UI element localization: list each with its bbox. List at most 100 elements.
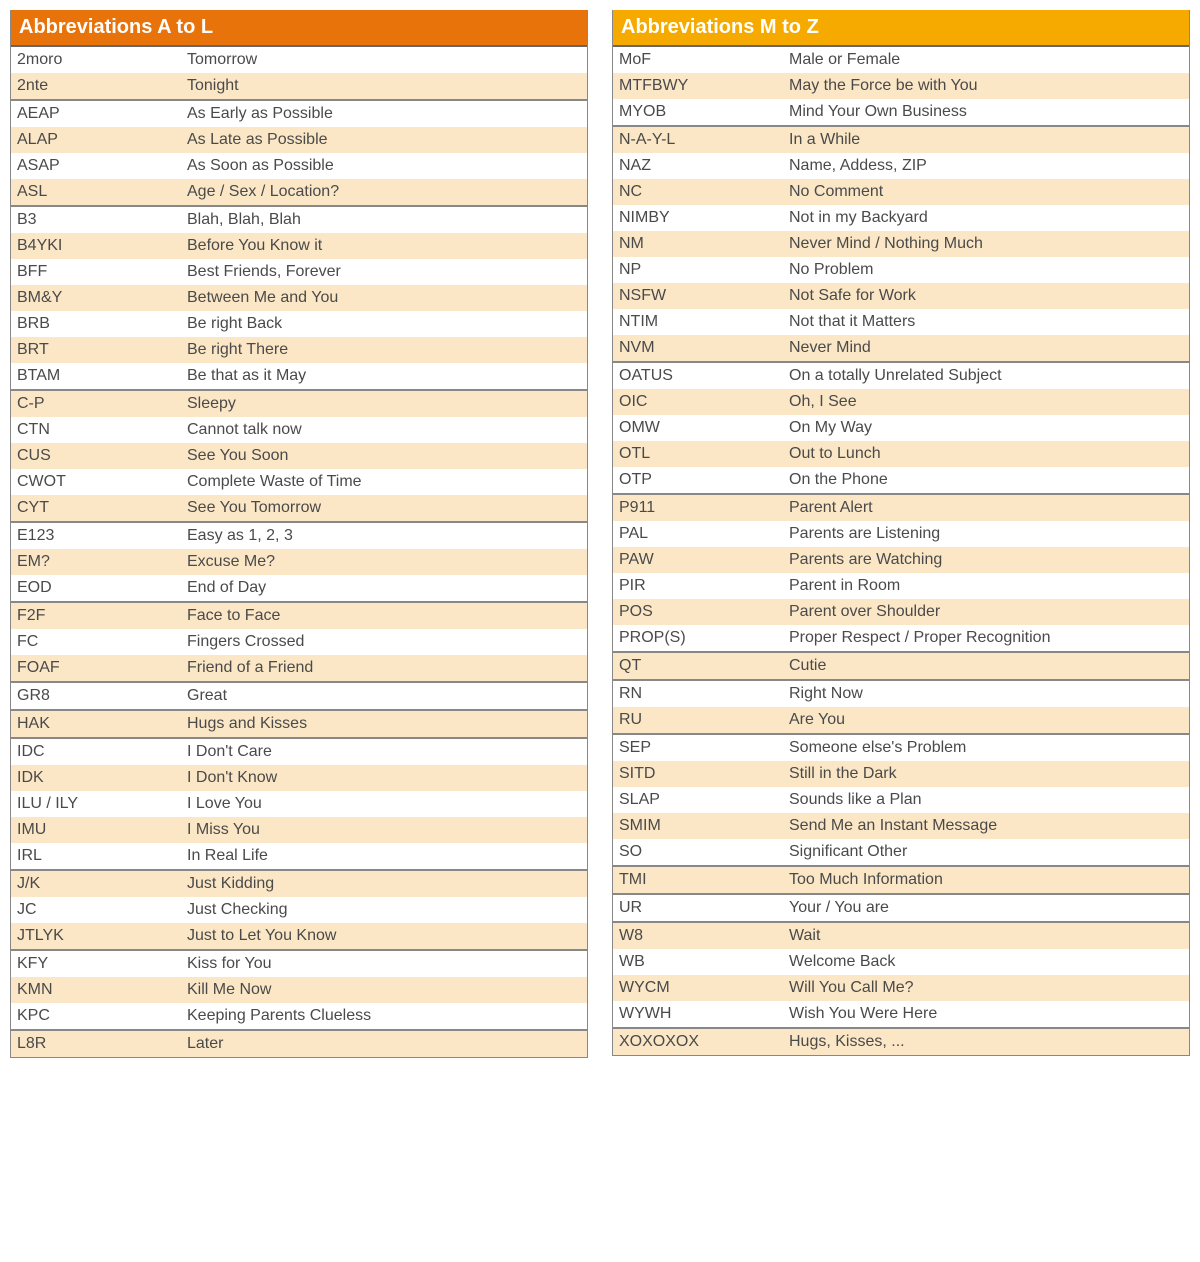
abbreviation: FOAF — [17, 659, 187, 677]
table-row: BTAMBe that as it May — [11, 363, 587, 389]
abbreviation: MoF — [619, 51, 789, 69]
abbreviation: RU — [619, 711, 789, 729]
abbreviation: L8R — [17, 1035, 187, 1053]
abbreviation: NP — [619, 261, 789, 279]
table-row: TMIToo Much Information — [613, 867, 1189, 893]
letter-group: F2FFace to FaceFCFingers CrossedFOAFFrie… — [11, 603, 587, 683]
abbreviation: NIMBY — [619, 209, 789, 227]
meaning: I Don't Care — [187, 743, 581, 761]
table-row: SLAPSounds like a Plan — [613, 787, 1189, 813]
table-row: SEPSomeone else's Problem — [613, 735, 1189, 761]
meaning: Complete Waste of Time — [187, 473, 581, 491]
letter-group: RNRight NowRUAre You — [613, 681, 1189, 735]
abbreviation: IRL — [17, 847, 187, 865]
table-row: NCNo Comment — [613, 179, 1189, 205]
table-row: 2nteTonight — [11, 73, 587, 99]
table-row: N-A-Y-LIn a While — [613, 127, 1189, 153]
table-row: PALParents are Listening — [613, 521, 1189, 547]
meaning: Send Me an Instant Message — [789, 817, 1183, 835]
table-row: NTIMNot that it Matters — [613, 309, 1189, 335]
meaning: Your / You are — [789, 899, 1183, 917]
abbreviation: JC — [17, 901, 187, 919]
meaning: Be right Back — [187, 315, 581, 333]
abbreviation: EOD — [17, 579, 187, 597]
meaning: Mind Your Own Business — [789, 103, 1183, 121]
meaning: Never Mind — [789, 339, 1183, 357]
abbreviation: IDC — [17, 743, 187, 761]
meaning: Before You Know it — [187, 237, 581, 255]
table-row: SITDStill in the Dark — [613, 761, 1189, 787]
letter-group: OATUSOn a totally Unrelated Subject OICOh… — [613, 363, 1189, 495]
meaning: In a While — [789, 131, 1183, 149]
abbreviation: EM? — [17, 553, 187, 571]
abbreviation: IDK — [17, 769, 187, 787]
table-row: NVMNever Mind — [613, 335, 1189, 361]
meaning: Too Much Information — [789, 871, 1183, 889]
meaning: Just Kidding — [187, 875, 581, 893]
table-row: RNRight Now — [613, 681, 1189, 707]
abbreviation: ALAP — [17, 131, 187, 149]
abbreviation: HAK — [17, 715, 187, 733]
table-row: OTLOut to Lunch — [613, 441, 1189, 467]
letter-group: W8WaitWBWelcome BackWYCMWill You Call Me… — [613, 923, 1189, 1029]
table-row: POSParent over Shoulder — [613, 599, 1189, 625]
meaning: Friend of a Friend — [187, 659, 581, 677]
abbreviation: E123 — [17, 527, 187, 545]
meaning: Cutie — [789, 657, 1183, 675]
meaning: In Real Life — [187, 847, 581, 865]
meaning: Will You Call Me? — [789, 979, 1183, 997]
table-row: CUSSee You Soon — [11, 443, 587, 469]
meaning: Parents are Listening — [789, 525, 1183, 543]
table-row: ASAPAs Soon as Possible — [11, 153, 587, 179]
table-row: QTCutie — [613, 653, 1189, 679]
abbreviation: BFF — [17, 263, 187, 281]
meaning: Still in the Dark — [789, 765, 1183, 783]
meaning: Keeping Parents Clueless — [187, 1007, 581, 1025]
abbreviation: FC — [17, 633, 187, 651]
meaning: Significant Other — [789, 843, 1183, 861]
table-row: NMNever Mind / Nothing Much — [613, 231, 1189, 257]
table-row: ILU / ILYI Love You — [11, 791, 587, 817]
meaning: Fingers Crossed — [187, 633, 581, 651]
abbreviation: KMN — [17, 981, 187, 999]
abbreviation: W8 — [619, 927, 789, 945]
meaning: End of Day — [187, 579, 581, 597]
abbreviation: CYT — [17, 499, 187, 517]
abbreviation: IMU — [17, 821, 187, 839]
meaning: Great — [187, 687, 581, 705]
abbreviation: BRT — [17, 341, 187, 359]
column-header: Abbreviations A to L — [11, 10, 587, 47]
letter-group: J/KJust KiddingJCJust CheckingJTLYKJust … — [11, 871, 587, 951]
abbreviation: SO — [619, 843, 789, 861]
meaning: Tonight — [187, 77, 581, 95]
abbreviation: NSFW — [619, 287, 789, 305]
table-row: NPNo Problem — [613, 257, 1189, 283]
letter-group: N-A-Y-LIn a WhileNAZName, Addess, ZIPNCN… — [613, 127, 1189, 363]
table-row: FCFingers Crossed — [11, 629, 587, 655]
abbreviation: BRB — [17, 315, 187, 333]
table-row: BFFBest Friends, Forever — [11, 259, 587, 285]
table-row: BM&YBetween Me and You — [11, 285, 587, 311]
abbreviation: B3 — [17, 211, 187, 229]
meaning: May the Force be with You — [789, 77, 1183, 95]
table-row: ASLAge / Sex / Location? — [11, 179, 587, 205]
meaning: Oh, I See — [789, 393, 1183, 411]
table-row: JTLYKJust to Let You Know — [11, 923, 587, 949]
table-row: B4YKIBefore You Know it — [11, 233, 587, 259]
abbreviation: SLAP — [619, 791, 789, 809]
meaning: Never Mind / Nothing Much — [789, 235, 1183, 253]
letter-group: B3Blah, Blah, BlahB4YKIBefore You Know i… — [11, 207, 587, 391]
table-row: OMWOn My Way — [613, 415, 1189, 441]
table-row: OATUSOn a totally Unrelated Subject — [613, 363, 1189, 389]
abbreviation: RN — [619, 685, 789, 703]
meaning: As Soon as Possible — [187, 157, 581, 175]
table-row: AEAPAs Early as Possible — [11, 101, 587, 127]
abbreviation: WB — [619, 953, 789, 971]
abbreviation: AEAP — [17, 105, 187, 123]
two-column-wrap: Abbreviations A to L2moroTomorrow2nteTon… — [10, 10, 1190, 1058]
table-row: IDKI Don't Know — [11, 765, 587, 791]
abbreviation: OIC — [619, 393, 789, 411]
column-a-to-l: Abbreviations A to L2moroTomorrow2nteTon… — [10, 10, 588, 1058]
abbreviation: ASAP — [17, 157, 187, 175]
table-row: HAKHugs and Kisses — [11, 711, 587, 737]
